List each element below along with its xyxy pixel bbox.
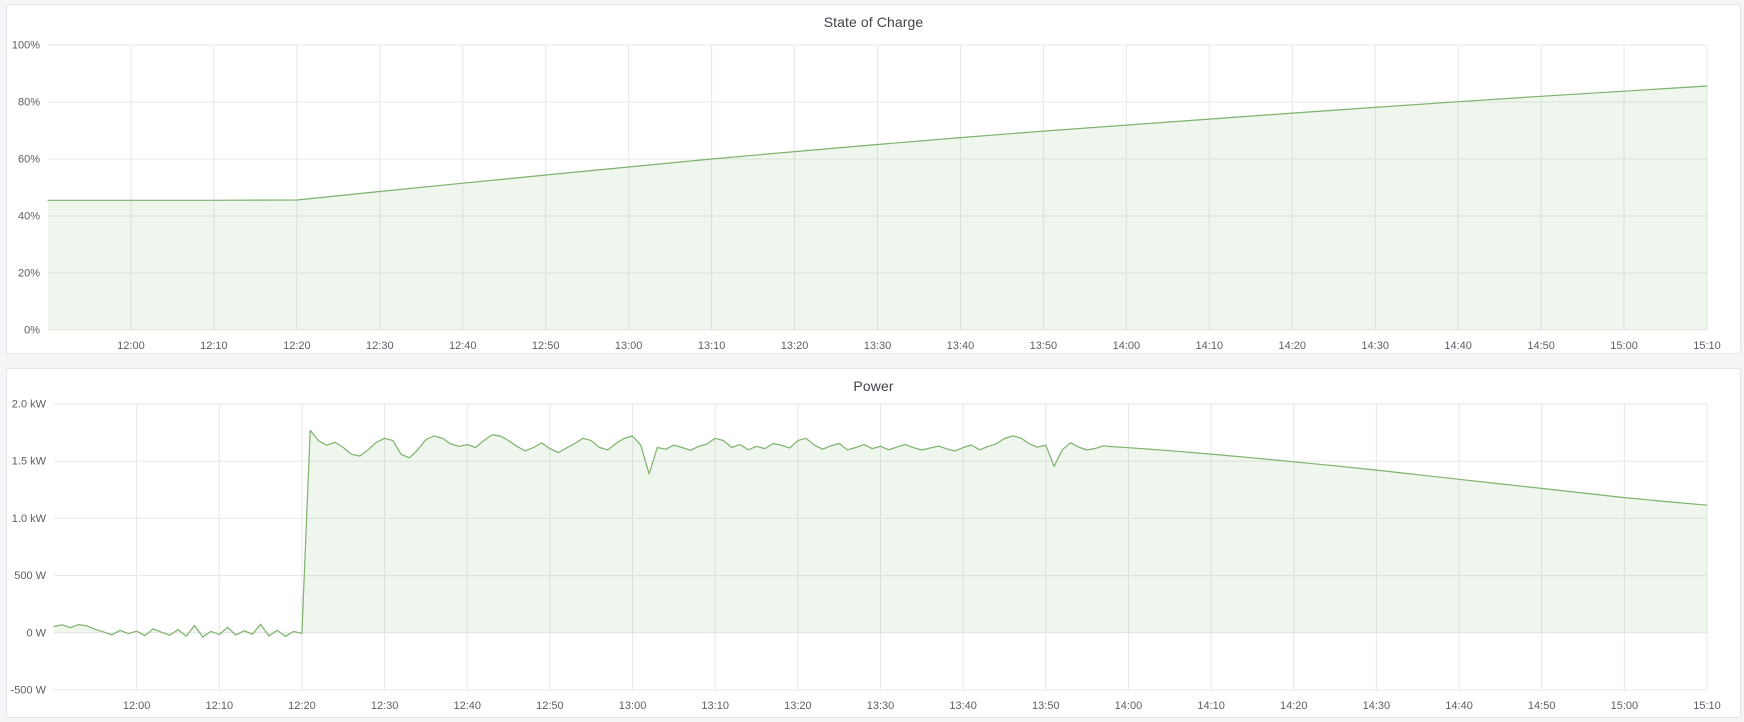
svg-text:40%: 40%: [18, 211, 40, 223]
svg-text:14:20: 14:20: [1278, 340, 1306, 352]
svg-text:13:30: 13:30: [867, 700, 895, 712]
svg-text:12:10: 12:10: [206, 700, 234, 712]
axis-labels: 0% 20% 40% 60% 80% 100% 12:00 12:10 12:20 12:30 12…: [12, 40, 1721, 353]
svg-text:12:00: 12:00: [123, 700, 151, 712]
panel-state-of-charge: State of Charge 0% 20% 40% 60% 80% 100% 12:00 1…: [6, 4, 1741, 354]
series-line: [53, 429, 1708, 638]
svg-text:500 W: 500 W: [14, 570, 46, 582]
svg-text:12:30: 12:30: [371, 700, 399, 712]
svg-text:15:00: 15:00: [1611, 700, 1639, 712]
series-line: [47, 85, 1708, 201]
svg-text:100%: 100%: [12, 40, 40, 52]
svg-text:12:30: 12:30: [366, 340, 394, 352]
svg-text:13:10: 13:10: [698, 340, 726, 352]
series-area-fill: [48, 86, 1707, 330]
svg-text:12:20: 12:20: [283, 340, 311, 352]
svg-text:12:00: 12:00: [117, 340, 145, 352]
svg-text:14:10: 14:10: [1197, 700, 1225, 712]
svg-text:2.0 kW: 2.0 kW: [12, 399, 47, 411]
svg-text:14:30: 14:30: [1363, 700, 1391, 712]
panel-power: Power -500 W 0 W 500 W 1.0 kW 1.5 kW 2.0 kW 12…: [6, 368, 1741, 718]
state-of-charge-chart[interactable]: 0% 20% 40% 60% 80% 100% 12:00 12:10 12:20 12:30 12…: [7, 5, 1740, 353]
svg-text:0 W: 0 W: [26, 627, 46, 639]
svg-text:14:50: 14:50: [1528, 700, 1556, 712]
series-area-fill: [54, 430, 1707, 638]
svg-text:13:20: 13:20: [781, 340, 809, 352]
svg-text:12:50: 12:50: [536, 700, 564, 712]
svg-text:13:20: 13:20: [784, 700, 812, 712]
svg-text:14:00: 14:00: [1113, 340, 1141, 352]
svg-text:1.5 kW: 1.5 kW: [12, 456, 47, 468]
panel-title-power[interactable]: Power: [853, 378, 894, 394]
svg-text:14:00: 14:00: [1115, 700, 1143, 712]
svg-text:0%: 0%: [24, 325, 40, 337]
svg-text:13:00: 13:00: [615, 340, 643, 352]
svg-text:14:40: 14:40: [1445, 700, 1473, 712]
svg-text:13:10: 13:10: [701, 700, 729, 712]
svg-text:14:40: 14:40: [1444, 340, 1472, 352]
grid-lines: [48, 44, 1708, 331]
svg-text:13:50: 13:50: [1030, 340, 1058, 352]
grid-lines: [54, 403, 1708, 691]
svg-text:80%: 80%: [18, 97, 40, 109]
svg-text:1.0 kW: 1.0 kW: [12, 513, 47, 525]
svg-text:20%: 20%: [18, 268, 40, 280]
svg-text:12:40: 12:40: [449, 340, 477, 352]
svg-text:12:40: 12:40: [453, 700, 481, 712]
svg-text:12:50: 12:50: [532, 340, 560, 352]
svg-text:13:40: 13:40: [947, 340, 975, 352]
svg-text:12:10: 12:10: [200, 340, 228, 352]
svg-text:15:00: 15:00: [1610, 340, 1638, 352]
svg-text:15:10: 15:10: [1693, 700, 1721, 712]
power-chart[interactable]: -500 W 0 W 500 W 1.0 kW 1.5 kW 2.0 kW 12:00 12:…: [7, 369, 1740, 717]
svg-text:-500 W: -500 W: [11, 685, 47, 697]
svg-text:14:10: 14:10: [1196, 340, 1224, 352]
svg-text:14:30: 14:30: [1361, 340, 1389, 352]
panel-title-state-of-charge[interactable]: State of Charge: [823, 14, 924, 30]
svg-text:12:20: 12:20: [288, 700, 316, 712]
svg-text:13:00: 13:00: [619, 700, 647, 712]
axis-labels: -500 W 0 W 500 W 1.0 kW 1.5 kW 2.0 kW 12:00 12:…: [11, 399, 1721, 713]
svg-text:60%: 60%: [18, 154, 40, 166]
svg-text:13:50: 13:50: [1032, 700, 1060, 712]
svg-text:13:40: 13:40: [949, 700, 977, 712]
svg-text:15:10: 15:10: [1693, 340, 1721, 352]
svg-text:13:30: 13:30: [864, 340, 892, 352]
svg-text:14:20: 14:20: [1280, 700, 1308, 712]
svg-text:14:50: 14:50: [1527, 340, 1555, 352]
